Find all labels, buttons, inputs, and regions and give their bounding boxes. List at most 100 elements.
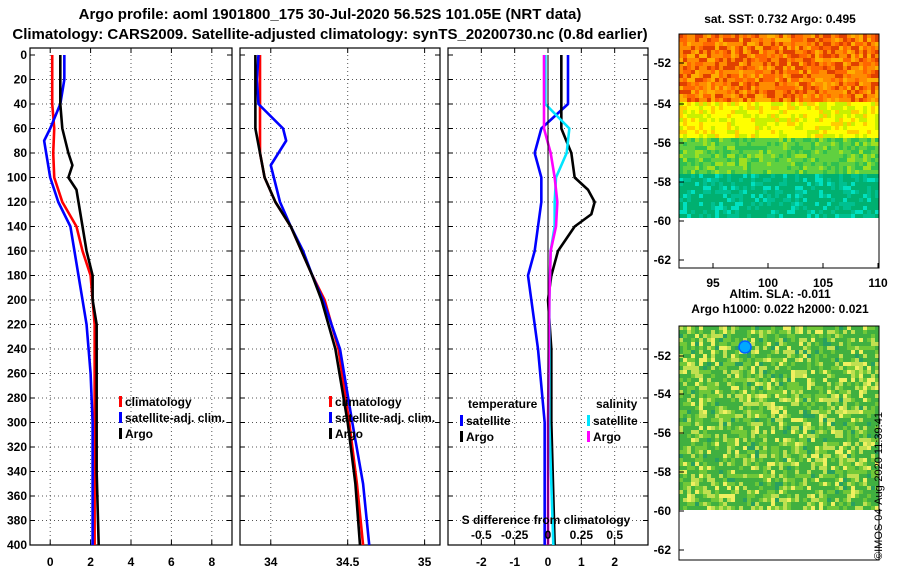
sla-map-cell (871, 382, 875, 386)
sst-map-cell (827, 206, 831, 210)
sst-map-cell (819, 82, 823, 86)
sla-map-cell (715, 450, 719, 454)
sla-map-cell (831, 410, 835, 414)
sla-map-cell (855, 342, 859, 346)
x-tick-label: 8 (208, 555, 215, 569)
sla-map-cell (771, 418, 775, 422)
sst-map-cell (803, 142, 807, 146)
sst-map-cell (787, 34, 791, 38)
sla-map-cell (707, 498, 711, 502)
sst-map-cell (847, 178, 851, 182)
sla-map-cell (787, 374, 791, 378)
sst-map-cell (767, 110, 771, 114)
sst-map-cell (707, 134, 711, 138)
sst-map-cell (787, 118, 791, 122)
sst-map-cell (875, 42, 879, 46)
sst-map-cell (859, 130, 863, 134)
sla-map-cell (731, 426, 735, 430)
sla-map-cell (731, 438, 735, 442)
sst-map-cell (787, 134, 791, 138)
sla-map-cell (687, 390, 691, 394)
sla-map-cell (695, 334, 699, 338)
sla-map-cell (759, 450, 763, 454)
sst-map-cell (719, 198, 723, 202)
sst-map-cell (843, 146, 847, 150)
sst-map-cell (815, 98, 819, 102)
sla-map-cell (687, 430, 691, 434)
sla-map-cell (839, 394, 843, 398)
sst-map-cell (851, 50, 855, 54)
sst-map-cell (783, 166, 787, 170)
sla-map-cell (859, 490, 863, 494)
sla-map-cell (759, 410, 763, 414)
sla-map-cell (795, 342, 799, 346)
sla-map-cell (843, 506, 847, 510)
sla-map-cell (815, 498, 819, 502)
sst-map-cell (783, 186, 787, 190)
sst-map-cell (867, 46, 871, 50)
sla-map-cell (679, 490, 683, 494)
sla-map-cell (807, 418, 811, 422)
sst-map-cell (763, 174, 767, 178)
sla-map-cell (847, 350, 851, 354)
sst-map-cell (759, 118, 763, 122)
sst-map-cell (739, 74, 743, 78)
sst-map-cell (791, 118, 795, 122)
sla-map-cell (759, 342, 763, 346)
sla-map-cell (867, 442, 871, 446)
sst-map-cell (691, 110, 695, 114)
sst-map-cell (819, 86, 823, 90)
sla-map-cell (767, 418, 771, 422)
sla-map-cell (875, 326, 879, 330)
sla-map-cell (855, 418, 859, 422)
sla-map-cell (803, 426, 807, 430)
sst-map-cell (759, 134, 763, 138)
sst-map-cell (867, 166, 871, 170)
sla-map-cell (679, 374, 683, 378)
sst-map-cell (687, 50, 691, 54)
sla-map-cell (803, 446, 807, 450)
sla-map-cell (787, 422, 791, 426)
sst-map-cell (723, 210, 727, 214)
sla-map-cell (755, 482, 759, 486)
sst-map-cell (791, 106, 795, 110)
sla-map-cell (819, 438, 823, 442)
sla-map-cell (831, 458, 835, 462)
sst-map-cell (779, 178, 783, 182)
sst-map-cell (759, 62, 763, 66)
sla-map-cell (695, 502, 699, 506)
sla-map-cell (803, 434, 807, 438)
sla-map-cell (855, 422, 859, 426)
sla-map-cell (795, 382, 799, 386)
sla-map-cell (811, 410, 815, 414)
sla-map-cell (763, 446, 767, 450)
sst-map-cell (683, 150, 687, 154)
sst-map-cell (699, 162, 703, 166)
sst-map-cell (815, 122, 819, 126)
sst-map-cell (871, 146, 875, 150)
sla-map-cell (819, 326, 823, 330)
sst-map-cell (815, 170, 819, 174)
sst-map-cell (699, 58, 703, 62)
sst-map-cell (687, 194, 691, 198)
sst-map-cell (799, 118, 803, 122)
sla-map-cell (779, 394, 783, 398)
sst-map-cell (823, 142, 827, 146)
sst-map-cell (755, 210, 759, 214)
sst-map-cell (835, 150, 839, 154)
sst-map-cell (823, 190, 827, 194)
sla-map-cell (695, 330, 699, 334)
sst-map-cell (791, 62, 795, 66)
sla-map-cell (803, 374, 807, 378)
sst-map-cell (771, 134, 775, 138)
sst-map-cell (687, 138, 691, 142)
sla-map-cell (867, 434, 871, 438)
sst-map-cell (691, 50, 695, 54)
sla-map-cell (739, 482, 743, 486)
sla-map-cell (699, 466, 703, 470)
sst-map-cell (723, 38, 727, 42)
sla-map-cell (731, 394, 735, 398)
sst-map-cell (815, 90, 819, 94)
sst-map-cell (791, 150, 795, 154)
sla-map-cell (823, 342, 827, 346)
